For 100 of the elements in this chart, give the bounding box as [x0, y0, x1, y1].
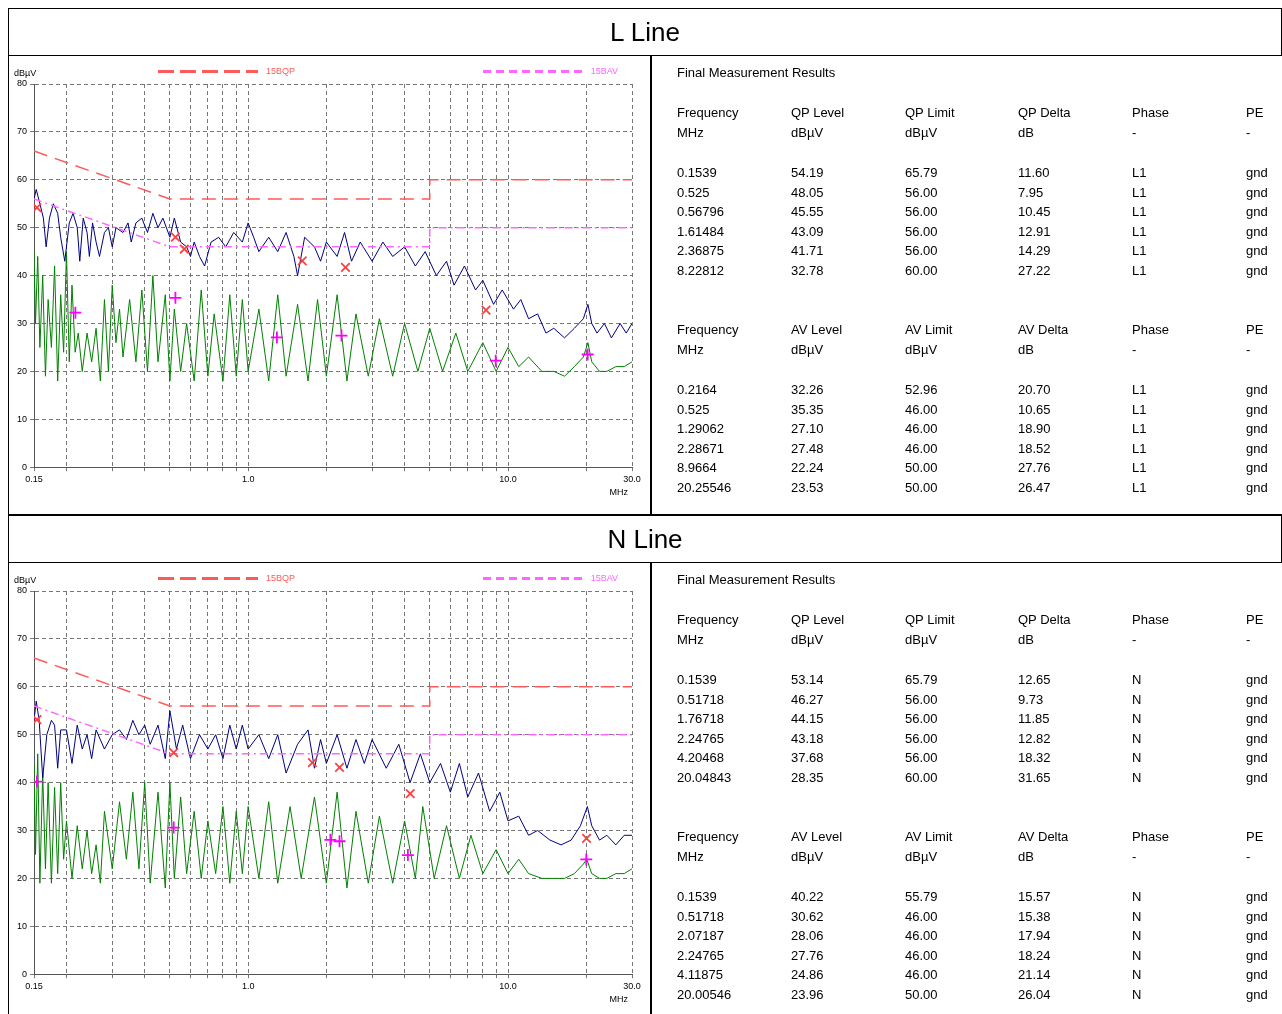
text: 46.27 — [791, 691, 824, 707]
text: gnd — [1246, 750, 1268, 766]
text: dBµV — [791, 125, 824, 140]
text: gnd — [1246, 421, 1268, 437]
text: 56.00 — [905, 223, 938, 239]
text: 20.70 — [1018, 382, 1051, 397]
text: 46.00 — [905, 947, 938, 963]
text: 45.55 — [791, 204, 824, 220]
y-tick-label: 30 — [17, 317, 28, 328]
text: N — [1132, 770, 1142, 785]
text: 60.00 — [905, 263, 938, 278]
x-tick-label: 1.0 — [241, 474, 255, 485]
text: 46.00 — [905, 440, 938, 456]
text: gnd — [1246, 165, 1268, 180]
text: 1.29062 — [677, 421, 724, 437]
text: Final Measurement Results — [677, 65, 836, 80]
text: 65.79 — [905, 672, 938, 687]
text: 56.00 — [905, 750, 938, 766]
text: 28.06 — [791, 928, 824, 944]
x-tick-label: 30.0 — [623, 981, 641, 992]
text: 7.95 — [1018, 184, 1044, 200]
text: N — [1132, 947, 1142, 963]
text: 12.65 — [1018, 672, 1051, 687]
text: 27.22 — [1018, 263, 1051, 278]
text: PE — [1246, 322, 1264, 337]
text: QP Level — [791, 612, 845, 627]
text: AV Limit — [905, 829, 953, 844]
text: 40.22 — [791, 889, 824, 904]
text: dBµV — [905, 342, 938, 357]
text: L1 — [1132, 263, 1147, 278]
x-tick-label: 0.15 — [25, 981, 43, 992]
text: 0.1539 — [677, 165, 717, 180]
text: gnd — [1246, 480, 1268, 495]
text: dBµV — [791, 342, 824, 357]
text: 28.35 — [791, 770, 824, 785]
text: 26.04 — [1018, 987, 1051, 1002]
y-tick-label: 70 — [17, 633, 28, 644]
text: 18.52 — [1018, 440, 1051, 456]
text: 20.25546 — [677, 480, 732, 495]
text: Frequency — [677, 612, 739, 627]
text: gnd — [1246, 967, 1268, 983]
text: Frequency — [677, 322, 739, 337]
text: 50.00 — [905, 480, 938, 495]
text: gnd — [1246, 770, 1268, 785]
text: 56.00 — [905, 691, 938, 707]
text: 18.32 — [1018, 750, 1051, 766]
text: - — [1132, 342, 1137, 357]
text: 32.78 — [791, 263, 824, 278]
text: 23.53 — [791, 480, 824, 495]
text: 31.65 — [1018, 770, 1051, 785]
text: dB — [1018, 342, 1034, 357]
text: 52.96 — [905, 382, 938, 397]
y-tick-label: 40 — [17, 777, 28, 788]
text: - — [1246, 342, 1251, 357]
text: QP Delta — [1018, 105, 1071, 120]
text: 30.62 — [791, 908, 824, 924]
text: 0.525 — [677, 401, 710, 417]
x-tick-label: 30.0 — [623, 474, 641, 485]
text: 46.00 — [905, 928, 938, 944]
text: L1 — [1132, 243, 1147, 259]
text: PE — [1246, 829, 1264, 844]
text: 56.00 — [905, 711, 938, 727]
text: L1 — [1132, 480, 1147, 495]
text: 0.51718 — [677, 691, 724, 707]
text: L1 — [1132, 382, 1147, 397]
text: 20.00546 — [677, 987, 732, 1002]
text: gnd — [1246, 243, 1268, 259]
text: 2.28671 — [677, 440, 724, 456]
text: L1 — [1132, 223, 1147, 239]
text: 27.10 — [791, 421, 824, 437]
text: 26.47 — [1018, 480, 1051, 495]
text: Phase — [1132, 105, 1169, 120]
text: gnd — [1246, 691, 1268, 707]
y-tick-label: 60 — [17, 174, 28, 185]
text: - — [1246, 632, 1251, 647]
text: 32.26 — [791, 382, 824, 397]
text: 4.11875 — [677, 967, 724, 983]
text: 18.90 — [1018, 421, 1051, 437]
text: 0.56796 — [677, 204, 724, 220]
text: L1 — [1132, 401, 1147, 417]
text: AV Delta — [1018, 322, 1069, 337]
chart-title: N Line — [8, 515, 1282, 563]
text: 46.00 — [905, 401, 938, 417]
text: 23.96 — [791, 987, 824, 1002]
text: Phase — [1132, 322, 1169, 337]
text: MHz — [677, 632, 704, 647]
text: gnd — [1246, 223, 1268, 239]
text: 46.00 — [905, 908, 938, 924]
y-tick-label: 50 — [17, 729, 28, 740]
y-tick-label: 40 — [17, 270, 28, 281]
text: 15BAV — [590, 66, 618, 76]
text: dBµV — [791, 849, 824, 864]
text: 43.18 — [791, 730, 824, 746]
text: QP Limit — [905, 105, 955, 120]
y-tick-label: 20 — [17, 872, 28, 883]
text: gnd — [1246, 401, 1268, 417]
text: 0.1539 — [677, 889, 717, 904]
text: 50.00 — [905, 987, 938, 1002]
text: gnd — [1246, 440, 1268, 456]
text: Final Measurement Results — [677, 572, 836, 587]
